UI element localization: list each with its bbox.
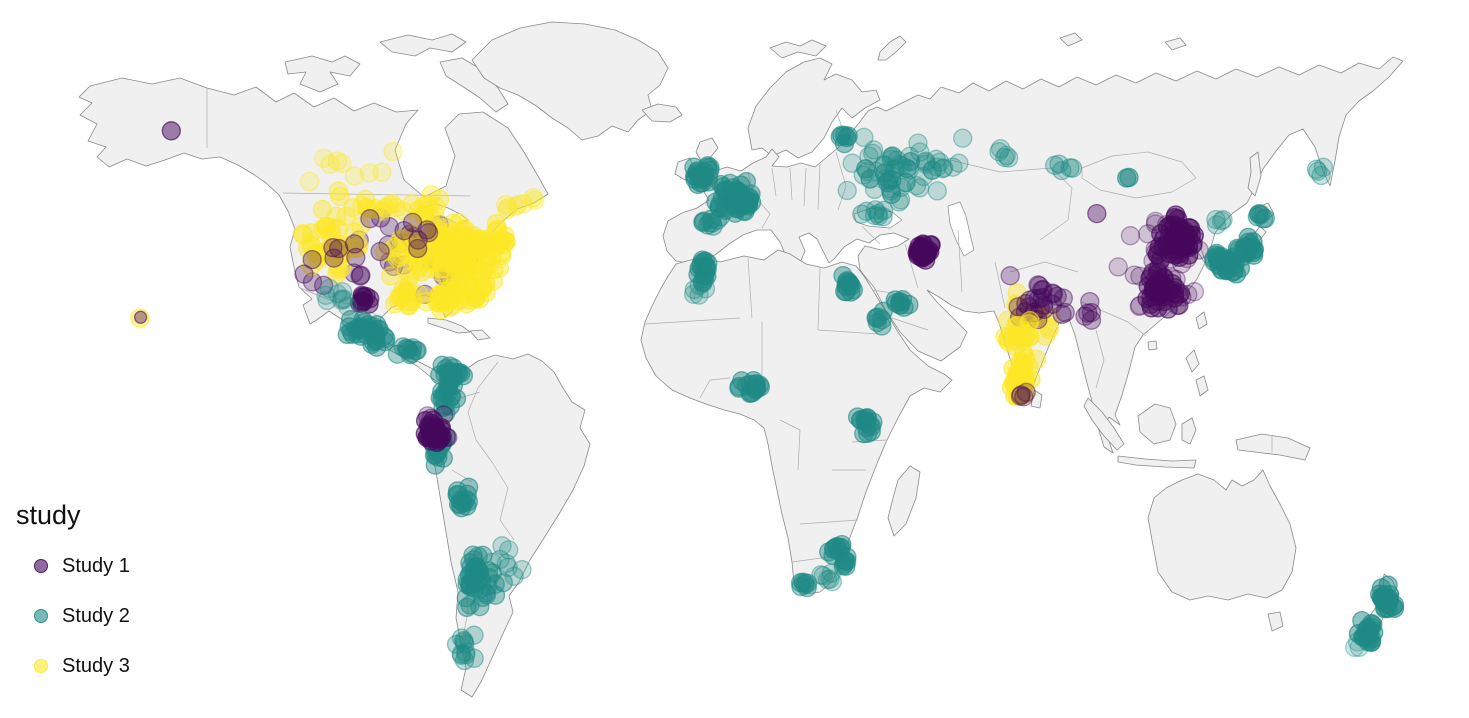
legend-item-study-3: Study 3 <box>16 641 130 691</box>
study-3-dot-icon <box>34 659 48 673</box>
landmasses <box>78 21 1404 698</box>
legend: study Study 1 Study 2 Study 3 <box>16 500 130 691</box>
country-borders <box>206 88 1273 653</box>
legend-item-study-1: Study 1 <box>16 541 130 591</box>
legend-item-study-2: Study 2 <box>16 591 130 641</box>
legend-label-study-2: Study 2 <box>62 604 130 627</box>
map-points <box>130 121 1405 671</box>
legend-label-study-3: Study 3 <box>62 654 130 677</box>
legend-title: study <box>16 500 81 530</box>
study-1-dot-icon <box>34 559 48 573</box>
study-2-dot-icon <box>34 609 48 623</box>
legend-label-study-1: Study 1 <box>62 554 130 577</box>
